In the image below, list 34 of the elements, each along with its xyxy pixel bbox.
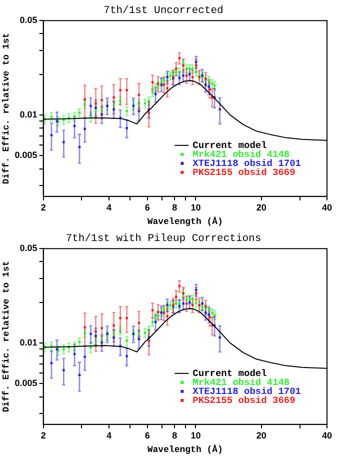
y-tick-label: 0.005 (14, 150, 38, 160)
y-tick-label: 0.05 (20, 15, 38, 26)
y-axis-title: Diff. Effic. relative to 1st (2, 32, 12, 184)
y-tick-label: 0.01 (20, 110, 38, 120)
x-axis-title: Wavelength (Å) (147, 444, 223, 455)
x-axis-title: Wavelength (Å) (147, 216, 223, 227)
x-tick-label: 20 (256, 430, 266, 440)
x-tick-label: 40 (322, 430, 332, 440)
legend-label: Current model (192, 140, 268, 151)
x-tick-label: 10 (190, 430, 201, 440)
x-tick-label: 40 (322, 202, 332, 212)
x-tick-label: 6 (144, 202, 150, 212)
x-tick-label: 8 (172, 202, 178, 212)
legend-label: PKS2155 obsid 3669 (192, 394, 296, 406)
y-axis-title: Diff. Effic. relative to 1st (2, 260, 12, 412)
legend-label: Mrk421 obsid 4148 (192, 148, 290, 160)
legend-label: Current model (192, 368, 268, 379)
x-tick-label: 6 (144, 430, 150, 440)
x-tick-label: 10 (190, 202, 201, 212)
legend-label: XTEJ1118 obsid 1701 (192, 158, 302, 169)
x-tick-label: 2 (40, 430, 46, 440)
chart-title: 7th/1st Uncorrected (104, 5, 224, 18)
legend-label: XTEJ1118 obsid 1701 (192, 386, 302, 397)
legend-label: Mrk421 obsid 4148 (192, 376, 290, 388)
chart-title: 7th/1st with Pileup Corrections (66, 233, 262, 246)
y-tick-label: 0.005 (14, 378, 38, 388)
legend-label: PKS2155 obsid 3669 (192, 166, 296, 178)
y-tick-label: 0.01 (20, 338, 38, 348)
y-tick-label: 0.05 (20, 243, 38, 254)
x-tick-label: 8 (172, 430, 178, 440)
x-tick-label: 2 (40, 202, 46, 212)
x-tick-label: 4 (106, 202, 112, 212)
x-tick-label: 20 (256, 202, 266, 212)
x-tick-label: 4 (106, 430, 112, 440)
